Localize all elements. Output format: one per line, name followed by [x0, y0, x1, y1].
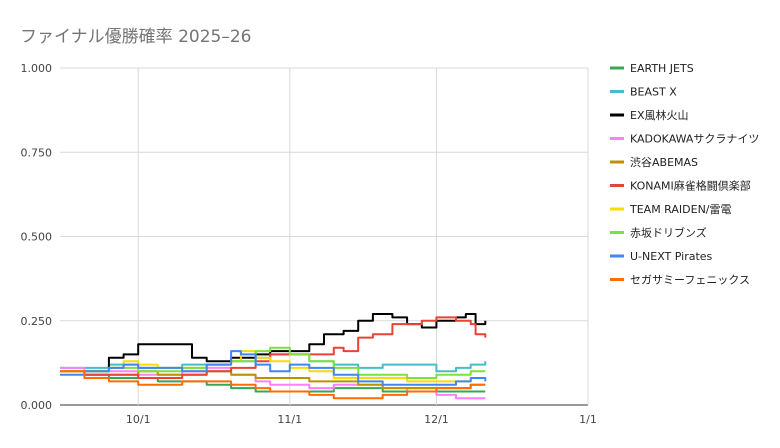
y-tick-label: 0.000 [21, 399, 53, 412]
series-line [60, 350, 487, 386]
legend-label: KADOKAWAサクラナイツ [630, 133, 759, 146]
legend-label: BEAST X [630, 86, 677, 99]
chart-title: ファイナル優勝確率 2025–26 [20, 27, 252, 47]
legend-label: KONAMI麻雀格闘倶楽部 [630, 179, 751, 193]
legend-label: EARTH JETS [630, 62, 694, 75]
y-tick-label: 0.750 [21, 146, 53, 159]
legend-label: 渋谷ABEMAS [630, 156, 698, 169]
series-line [60, 346, 486, 379]
series-line [60, 313, 487, 373]
x-tick-label: 12/1 [424, 413, 449, 426]
y-tick-label: 1.000 [21, 62, 53, 75]
series-line [60, 316, 487, 379]
y-tick-label: 0.250 [21, 315, 53, 328]
y-tick-label: 0.500 [21, 231, 53, 244]
x-tick-label: 11/1 [277, 413, 302, 426]
legend: EARTH JETS BEAST X EX風林火山 KADOKAWAサクラナイツ渋谷A… [610, 62, 759, 287]
series-line [60, 370, 486, 400]
x-tick-label: 10/1 [126, 413, 151, 426]
axis-ticks: 0.000 0.250 0.500 0.750 1.000 10/1 11/1 12/1 1/1 [21, 62, 597, 426]
x-tick-label: 1/1 [579, 413, 597, 426]
legend-label: U-NEXT Pirates [630, 250, 713, 263]
legend-label: 赤坂ドリブンズ [630, 226, 707, 240]
series-lines [60, 313, 487, 400]
legend-label: TEAM RAIDEN/雷電 [629, 203, 732, 216]
legend-label: セガサミーフェニックス [630, 274, 750, 287]
grid [60, 67, 589, 406]
legend-label: EX風林火山 [630, 108, 689, 122]
series-line [60, 366, 486, 400]
